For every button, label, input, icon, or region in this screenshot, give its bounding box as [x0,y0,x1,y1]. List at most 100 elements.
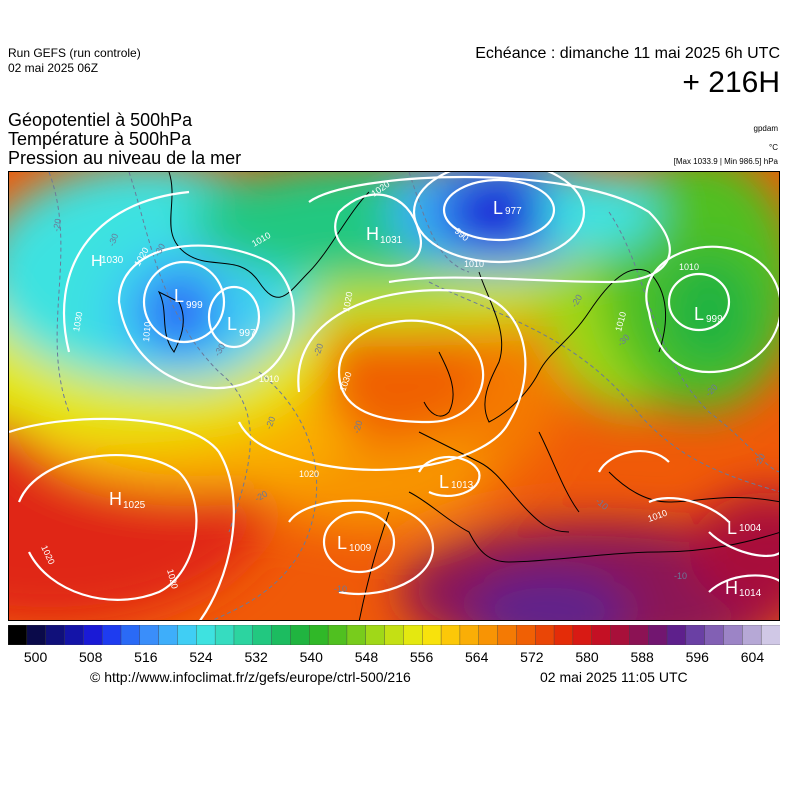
temperature-label: -30 [106,232,120,248]
color-scale-swatch [610,625,630,645]
temperature-label: -20 [263,415,277,431]
color-scale-swatch [516,625,536,645]
temperature-isotherms [48,172,779,620]
color-scale-swatch [83,625,103,645]
isobar-label: 1030 [71,311,84,332]
color-scale-swatch [271,625,292,645]
color-scale-swatch [64,625,84,645]
isobar-label: 1010 [679,262,699,272]
validity-time: Echéance : dimanche 11 mai 2025 6h UTC [475,45,780,62]
pressure-center: H 1025 [109,489,146,511]
color-scale-swatch [101,625,122,645]
color-scale-swatch [497,625,517,645]
pressure-centers: L 999 L 997 H 1031 L 977 L 999 H 1030 [91,198,762,599]
color-scale-tick-label: 500 [23,649,48,665]
pressure-center: L 977 [493,198,522,218]
pressure-center: L 1009 [337,533,372,554]
isobar-label: 1010 [464,259,484,269]
run-name: Run GEFS (run controle) [8,46,141,60]
color-scale-swatch [290,625,310,645]
color-scale-swatch [459,625,480,645]
color-scale-swatch [327,625,348,645]
color-scale-swatch [8,625,28,645]
param-temperature-label: Température à 500hPa [8,129,192,149]
pressure-center: L 999 [694,304,723,325]
pressure-center-value: 997 [239,328,256,339]
pressure-center: L 1004 [727,518,762,538]
mslp-unit: [Max 1033.9 | Min 986.5] hPa [673,157,778,166]
color-scale-bar [8,625,780,645]
color-scale-tick-label: 556 [409,649,434,665]
pressure-center-value: 1004 [739,523,762,534]
lead-time: + 216H [682,66,780,99]
pressure-center-type: L [694,304,704,324]
isobar-label: 1020 [299,469,319,479]
source-credit: © http://www.infoclimat.fr/z/gefs/europe… [90,669,411,685]
pressure-center-type: L [439,472,449,492]
color-scale-swatch [214,625,235,645]
pressure-center-value: 1014 [739,588,762,599]
color-scale-swatch [553,625,574,645]
pressure-center: H 1031 [366,224,403,246]
color-scale-swatch [403,625,423,645]
color-scale-swatch [440,625,461,645]
color-scale-tick-label: 532 [244,649,268,665]
color-scale-tick-label: 540 [299,649,323,665]
color-scale-tick-label: 524 [189,649,213,665]
color-scale-swatch [422,625,442,645]
pressure-center-value: 1009 [349,543,372,554]
pressure-center-value: 1031 [380,235,403,246]
pressure-center-type: L [337,533,347,553]
color-scale-swatch [629,625,649,645]
color-scale-swatch [723,625,743,645]
color-scale-tick-label: 548 [354,649,379,665]
map-canvas: L 999 L 997 H 1031 L 977 L 999 H 1030 [9,172,779,620]
pressure-center: L 997 [227,314,256,339]
color-scale-swatches [8,625,780,645]
pressure-center-type: H [109,489,122,509]
pressure-center: H 1030 [91,253,124,270]
isobars [9,172,779,620]
color-scale-swatch [666,625,687,645]
color-scale-swatch [158,625,179,645]
pressure-center-value: 1013 [451,480,474,491]
temperature-label: -10 [334,584,347,594]
color-scale-tick-label: 508 [79,649,103,665]
color-scale-swatch [139,625,160,645]
pressure-center-type: L [227,314,237,334]
color-scale-swatch [648,625,668,645]
color-scale-swatch [252,625,273,645]
pressure-center-type: H [366,224,379,244]
color-scale-swatch [572,625,593,645]
pressure-center-type: H [725,578,738,598]
color-scale-swatch [365,625,386,645]
color-scale-tick-label: 604 [740,649,765,665]
run-date: 02 mai 2025 06Z [8,61,99,75]
color-scale-swatch [196,625,216,645]
color-scale-swatch [26,625,47,645]
color-scale-swatch [177,625,197,645]
isobar-label: 1010 [259,374,279,384]
color-scale-swatch [591,625,612,645]
color-scale-swatch [120,625,141,645]
issue-time: 02 mai 2025 11:05 UTC [540,669,688,685]
land-outlines [157,172,779,620]
pressure-center-type: L [174,286,184,306]
color-scale-tick-label: 596 [685,649,709,665]
pressure-center: L 1013 [439,472,474,492]
color-scale-tick-label: 564 [465,649,489,665]
color-scale-tick-label: 580 [575,649,599,665]
color-scale-tick-label: 588 [630,649,654,665]
pressure-center-value: 1030 [101,255,124,266]
color-scale-swatch [704,625,725,645]
isobar-label: 1010 [141,321,153,342]
temperature-label: -20 [51,218,63,233]
param-geopotential-label: Géopotentiel à 500hPa [8,110,193,130]
pressure-center-value: 999 [186,300,203,311]
color-scale-swatch [742,625,762,645]
pressure-center-type: L [727,518,737,538]
color-scale-swatch [384,625,405,645]
pressure-center-value: 977 [505,206,522,217]
geopotential-unit: gpdam [753,124,778,133]
color-scale-swatch [685,625,706,645]
